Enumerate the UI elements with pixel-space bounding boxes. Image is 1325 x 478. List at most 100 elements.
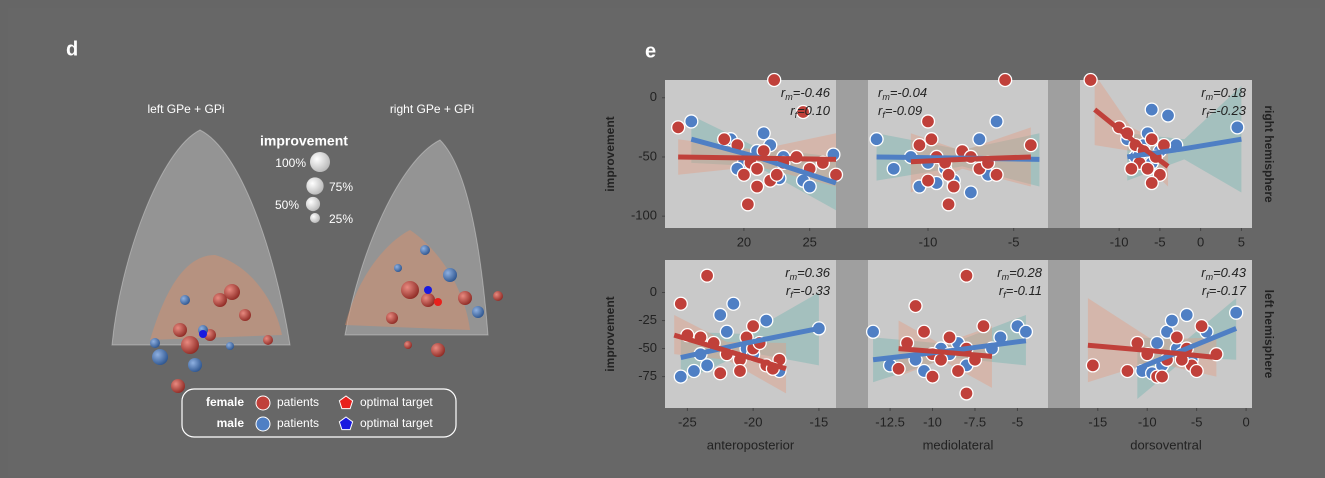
x-tick-label: 25	[802, 234, 816, 249]
value: =0.18	[1213, 85, 1247, 100]
data-point	[1190, 365, 1203, 378]
data-point	[926, 370, 939, 383]
data-point	[1195, 320, 1208, 333]
correlation-label: rf=-0.23	[1202, 103, 1247, 120]
data-point	[1230, 306, 1243, 319]
data-point	[1156, 370, 1169, 383]
data-point	[1086, 359, 1099, 372]
value: =0.36	[797, 265, 831, 280]
data-point	[887, 162, 900, 175]
size-key	[310, 152, 330, 172]
view-title: left GPe + GPi	[147, 102, 224, 116]
y-tick-label: -100	[631, 208, 657, 223]
data-point	[909, 299, 922, 312]
data-point	[747, 320, 760, 333]
size-label: 25%	[329, 212, 353, 226]
data-point	[1162, 109, 1175, 122]
legend-swatch	[256, 396, 270, 410]
value: =0.43	[1213, 265, 1247, 280]
data-point	[1145, 177, 1158, 190]
legend-swatch	[256, 417, 270, 431]
data-point	[922, 174, 935, 187]
data-point	[714, 308, 727, 321]
data-point	[1024, 139, 1037, 152]
correlation-label: rf=-0.17	[1202, 283, 1247, 300]
x-tick-label: -5	[1154, 234, 1166, 249]
data-point	[952, 365, 965, 378]
row-label: left hemisphere	[1262, 290, 1276, 379]
value: =-0.46	[793, 85, 831, 100]
panel-label: d	[66, 38, 78, 60]
data-point	[935, 353, 948, 366]
data-point	[1125, 162, 1138, 175]
data-point	[674, 297, 687, 310]
data-point	[867, 325, 880, 338]
x-tick-label: 5	[1238, 234, 1245, 249]
data-point	[990, 115, 1003, 128]
x-axis-label: dorsoventral	[1130, 437, 1202, 452]
data-point	[990, 168, 1003, 181]
view-title: right GPe + GPi	[390, 102, 474, 116]
size-key	[306, 177, 323, 194]
data-point	[1231, 121, 1244, 134]
x-tick-label: -12.5	[875, 414, 905, 429]
data-point	[973, 133, 986, 146]
x-tick-label: -10	[1138, 414, 1157, 429]
data-point	[892, 362, 905, 375]
data-point	[685, 115, 698, 128]
data-point	[977, 320, 990, 333]
value: =-0.17	[1209, 283, 1247, 298]
x-tick-label: -5	[1012, 414, 1024, 429]
data-point	[1165, 314, 1178, 327]
value: =0.28	[1009, 265, 1043, 280]
data-point	[1145, 103, 1158, 116]
data-point	[751, 162, 764, 175]
data-point	[760, 314, 773, 327]
data-point	[960, 269, 973, 282]
y-axis-label: improvement	[603, 116, 617, 191]
data-point	[1145, 133, 1158, 146]
value: =-0.23	[1209, 103, 1247, 118]
x-tick-label: -10	[919, 234, 938, 249]
data-point	[943, 331, 956, 344]
value: =0.10	[797, 103, 831, 118]
data-point	[768, 74, 781, 87]
size-title: improvement	[260, 133, 348, 149]
x-tick-label: -20	[744, 414, 763, 429]
figure: d left GPe + GPi right GPe + GPi improve…	[0, 0, 1325, 478]
data-point	[918, 325, 931, 338]
data-point	[720, 325, 733, 338]
page: {"panel_d": {"label": "d", "left_title":…	[0, 0, 1325, 478]
data-point	[672, 121, 685, 134]
data-point	[913, 139, 926, 152]
legend-label: patients	[277, 416, 319, 430]
correlation-label: rf=-0.09	[878, 103, 922, 120]
data-point	[770, 168, 783, 181]
data-point	[1019, 325, 1032, 338]
correlation-label: rf=0.10	[790, 103, 831, 120]
x-tick-label: -15	[1088, 414, 1107, 429]
x-tick-label: -10	[923, 414, 942, 429]
legend-group: female	[206, 395, 244, 409]
data-point	[714, 367, 727, 380]
x-axis-label: mediolateral	[923, 437, 994, 452]
x-tick-label: -5	[1191, 414, 1203, 429]
legend-label: optimal target	[360, 416, 433, 430]
data-point	[870, 133, 883, 146]
y-tick-label: -50	[638, 340, 657, 355]
size-label: 50%	[275, 198, 299, 212]
data-point	[687, 365, 700, 378]
row-label: right hemisphere	[1262, 105, 1276, 203]
legend-group: male	[217, 416, 245, 430]
panel-label: e	[645, 40, 656, 62]
correlation-label: rf=-0.11	[999, 283, 1042, 300]
data-point	[1151, 336, 1164, 349]
data-point	[737, 168, 750, 181]
x-tick-label: -7.5	[964, 414, 986, 429]
data-point	[942, 198, 955, 211]
x-tick-label: 20	[737, 234, 751, 249]
value: =-0.11	[1006, 283, 1042, 298]
x-tick-label: -25	[678, 414, 697, 429]
x-axis-label: anteroposterior	[707, 437, 795, 452]
y-tick-label: -25	[638, 312, 657, 327]
